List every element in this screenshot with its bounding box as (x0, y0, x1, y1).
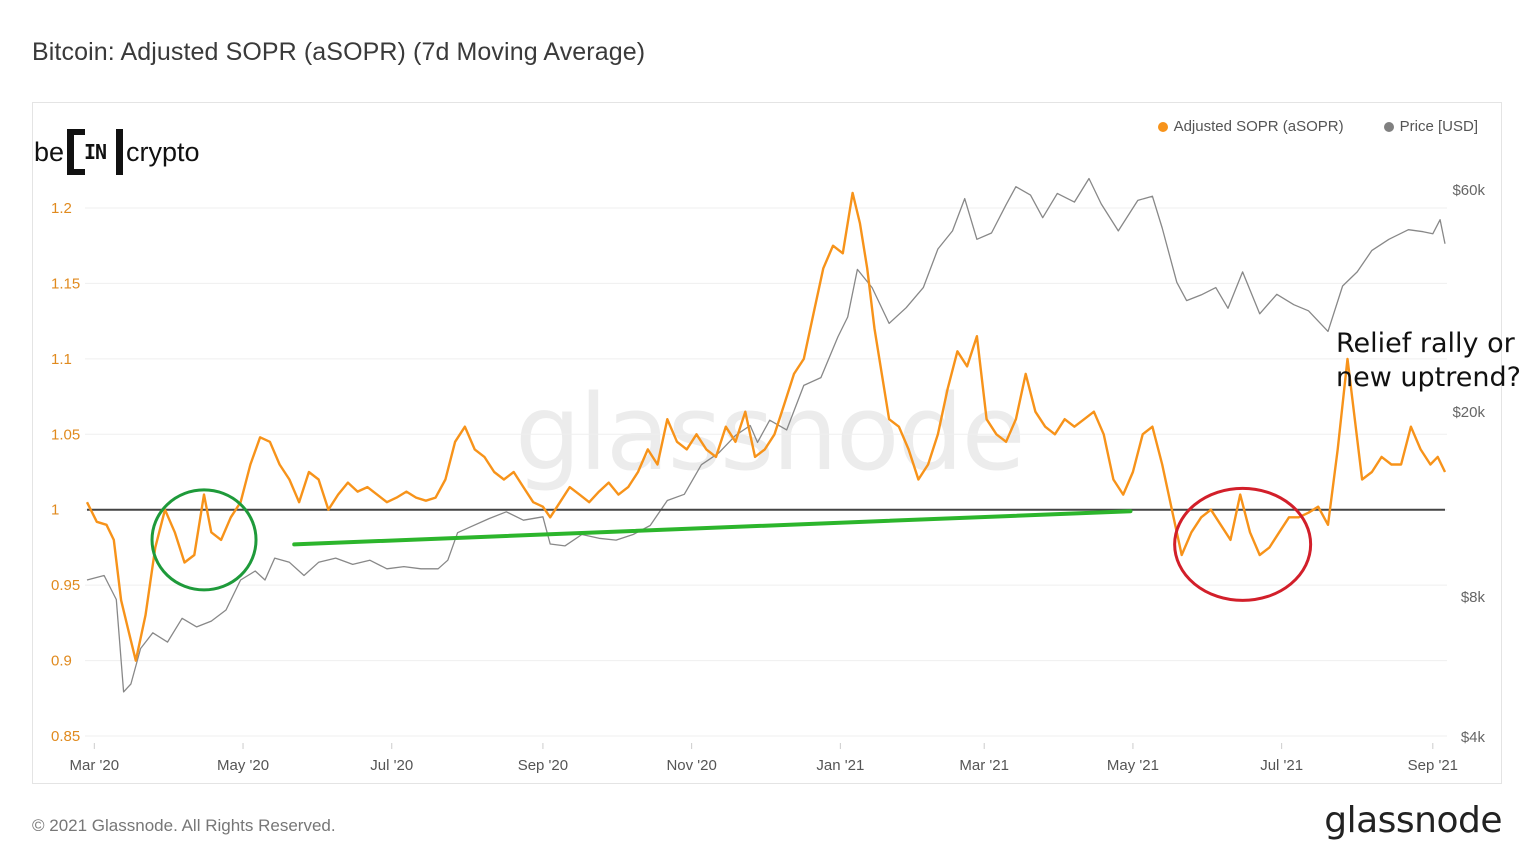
x-tick-label: Sep '21 (1408, 757, 1458, 774)
legend-dot-icon (1157, 121, 1168, 132)
legend-label: Adjusted SOPR (aSOPR) (1173, 118, 1344, 135)
x-tick-label: May '20 (217, 757, 269, 774)
logo-bracket-icon: IN (67, 129, 124, 175)
annotation-layer (87, 508, 1445, 547)
price-series (86, 177, 1446, 693)
becrypto-logo: be IN crypto (34, 128, 200, 176)
x-axis: Mar '20 May '20 Jul '20 Sep '20 Nov '20 Jan '… (70, 743, 1458, 774)
x-tick-label: Mar '21 (959, 757, 1009, 774)
x-tick-label: Mar '20 (70, 757, 120, 774)
legend: Adjusted SOPR (aSOPR) Price [USD] (1157, 118, 1478, 135)
ellipse-layer (150, 486, 1313, 602)
chart-title: Bitcoin: Adjusted SOPR (aSOPR) (7d Movin… (32, 38, 646, 66)
grid-lines (85, 207, 1447, 737)
sopr-line (85, 191, 1447, 662)
annotation-text: Relief rally or new uptrend? (1336, 327, 1521, 395)
legend-item-sopr[interactable]: Adjusted SOPR (aSOPR) (1157, 118, 1344, 135)
price-line (86, 177, 1446, 693)
annotation-line-2: new uptrend? (1336, 362, 1521, 393)
logo-mark-text: IN (84, 140, 107, 164)
left-tick-label: 0.9 (51, 653, 72, 670)
x-tick-label: Jul '21 (1260, 757, 1303, 774)
x-tick-label: Jan '21 (816, 757, 864, 774)
right-axis: $4k $8k $20k $60k (1452, 182, 1485, 746)
logo-text-right: crypto (126, 136, 200, 167)
left-tick-label: 1.05 (51, 426, 80, 443)
legend-dot-icon (1383, 121, 1394, 132)
trend-line (292, 509, 1133, 547)
x-tick-label: Sep '20 (518, 757, 568, 774)
copyright: © 2021 Glassnode. All Rights Reserved. (32, 816, 336, 835)
left-tick-label: 1.15 (51, 275, 80, 292)
x-tick-label: Jul '20 (370, 757, 413, 774)
left-tick-label: 0.95 (51, 577, 80, 594)
right-tick-label: $60k (1452, 182, 1485, 199)
right-tick-label: $4k (1461, 729, 1486, 746)
glassnode-logo: glassnode (1324, 800, 1502, 841)
x-tick-label: Nov '20 (666, 757, 716, 774)
legend-item-price[interactable]: Price [USD] (1383, 118, 1478, 135)
annotation-line-1: Relief rally or (1336, 328, 1515, 359)
legend-label: Price [USD] (1399, 118, 1478, 135)
right-tick-label: $8k (1461, 589, 1486, 606)
right-tick-label: $20k (1452, 404, 1485, 421)
left-tick-label: 1 (51, 502, 59, 519)
left-axis: 0.85 0.9 0.95 1 1.05 1.1 1.15 1.2 (51, 200, 80, 745)
x-tick-label: May '21 (1107, 757, 1159, 774)
red-circle (1173, 486, 1313, 602)
green-circle (150, 488, 258, 592)
left-tick-label: 1.1 (51, 351, 72, 368)
logo-text-left: be (34, 136, 65, 167)
sopr-series (85, 191, 1447, 662)
left-tick-label: 1.2 (51, 200, 72, 217)
left-tick-label: 0.85 (51, 728, 80, 745)
chart-panel (32, 102, 1502, 784)
